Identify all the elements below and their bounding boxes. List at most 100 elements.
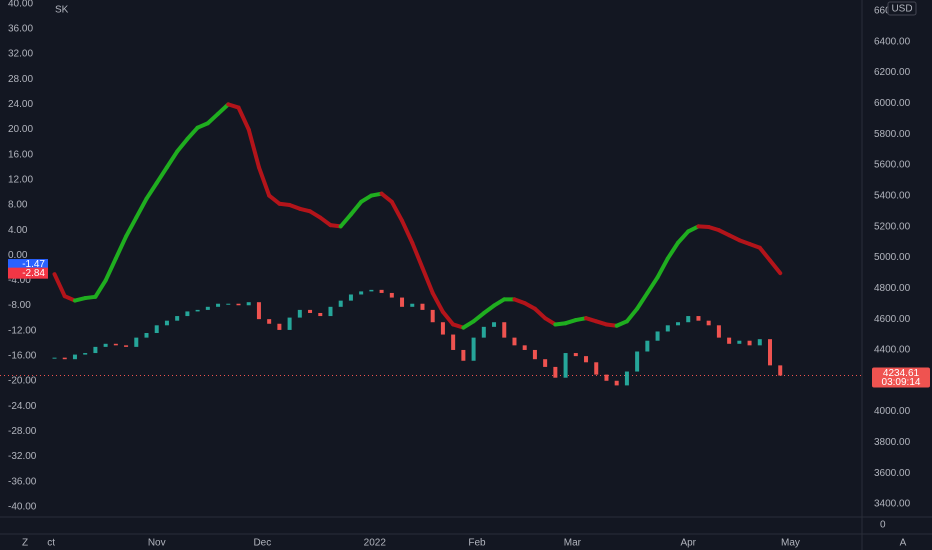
time-tick-label: May bbox=[781, 538, 800, 549]
left-tick-label: -36.00 bbox=[8, 476, 37, 487]
left-tick-label: 28.00 bbox=[8, 74, 33, 85]
candle-body bbox=[471, 337, 476, 361]
left-tick-label: 16.00 bbox=[8, 149, 33, 160]
candle-body bbox=[716, 325, 721, 338]
candle-body bbox=[277, 323, 282, 330]
candle-body bbox=[430, 309, 435, 323]
scale-button[interactable]: Z bbox=[22, 538, 28, 549]
candle-body bbox=[420, 303, 425, 310]
candle-body bbox=[522, 345, 527, 350]
left-tick-label: 8.00 bbox=[8, 200, 28, 211]
candle-body bbox=[256, 302, 261, 320]
left-tick-label: 12.00 bbox=[8, 174, 33, 185]
time-tick-label: Mar bbox=[564, 538, 582, 549]
left-tick-label: -20.00 bbox=[8, 376, 37, 387]
candle-body bbox=[338, 300, 343, 307]
indicator-segment bbox=[635, 291, 650, 311]
scale-button[interactable]: A bbox=[900, 538, 907, 549]
right-tick-label: 5800.00 bbox=[874, 129, 911, 140]
indicator-segment bbox=[420, 265, 435, 296]
candle-body bbox=[318, 312, 323, 317]
candle-body bbox=[297, 309, 302, 318]
candle-body bbox=[584, 356, 589, 363]
left-tick-label: -12.00 bbox=[8, 325, 37, 336]
candle-body bbox=[83, 353, 88, 355]
last-price-badge bbox=[872, 367, 930, 388]
indicator-segment bbox=[338, 212, 353, 229]
right-tick-label: 6400.00 bbox=[874, 36, 911, 47]
indicator-segment bbox=[430, 291, 445, 314]
time-tick-label: Dec bbox=[253, 538, 271, 549]
candle-body bbox=[308, 309, 313, 313]
indicator-segment bbox=[400, 218, 415, 245]
indicator-segment bbox=[205, 111, 221, 126]
time-tick-label: Nov bbox=[148, 538, 166, 549]
symbol: SK bbox=[55, 5, 69, 16]
right-tick-label: 3600.00 bbox=[874, 468, 911, 479]
candle-body bbox=[144, 333, 149, 338]
candle-body bbox=[369, 289, 374, 292]
indicator-segment bbox=[93, 278, 108, 299]
indicator-segment bbox=[236, 105, 251, 132]
candle-body bbox=[379, 289, 384, 293]
candle-body bbox=[328, 306, 333, 317]
indicator-segment bbox=[645, 275, 660, 296]
indicator-segment bbox=[256, 165, 272, 198]
right-tick-label: 4600.00 bbox=[874, 314, 911, 325]
candle-body bbox=[410, 303, 415, 307]
indicator-segment bbox=[410, 240, 425, 270]
candle-body bbox=[553, 366, 558, 378]
indicator-segment bbox=[624, 306, 640, 324]
countdown: 03:09:14 bbox=[882, 377, 921, 388]
candle-body bbox=[614, 380, 619, 386]
lower-pane-tick: 0 bbox=[880, 520, 886, 531]
left-tick-label: -28.00 bbox=[8, 426, 37, 437]
indicator-segment bbox=[389, 199, 405, 223]
candle-body bbox=[451, 334, 456, 350]
right-tick-label: 3800.00 bbox=[874, 437, 911, 448]
candle-body bbox=[113, 343, 118, 346]
candle-body bbox=[348, 294, 353, 301]
candle-body bbox=[727, 337, 732, 344]
left-tick-label: -40.00 bbox=[8, 501, 37, 512]
candle-body bbox=[635, 351, 640, 372]
time-tick-label: ct bbox=[47, 538, 55, 549]
indicator-segment bbox=[768, 258, 783, 276]
indicator-segment bbox=[318, 215, 333, 228]
candle-body bbox=[747, 340, 752, 346]
candle-body bbox=[389, 292, 394, 298]
time-tick-label: 2022 bbox=[364, 538, 387, 549]
indicator-segment bbox=[175, 136, 190, 154]
candle-body bbox=[124, 345, 129, 347]
right-tick-label: 6000.00 bbox=[874, 98, 911, 109]
candle-body bbox=[563, 353, 568, 378]
candle-body bbox=[604, 374, 609, 381]
candle-body bbox=[359, 291, 364, 295]
left-tick-label: -24.00 bbox=[8, 401, 37, 412]
indicator-segment bbox=[246, 127, 261, 170]
candle-body bbox=[62, 357, 67, 360]
indicator-segment bbox=[532, 306, 548, 321]
right-tick-label: 4000.00 bbox=[874, 406, 911, 417]
indicator-segment bbox=[481, 303, 497, 316]
candle-body bbox=[205, 306, 210, 310]
candle-body bbox=[706, 320, 711, 326]
left-tick-label: -16.00 bbox=[8, 351, 37, 362]
candle-body bbox=[481, 326, 486, 338]
indicator-value-label: -2.84 bbox=[22, 268, 45, 279]
indicator-segment bbox=[144, 180, 159, 201]
right-tick-label: 3400.00 bbox=[874, 499, 911, 510]
candle-body bbox=[624, 371, 629, 386]
indicator-segment bbox=[471, 311, 486, 324]
left-tick-label: -32.00 bbox=[8, 451, 37, 462]
indicator-segment bbox=[52, 272, 67, 299]
candle-body bbox=[757, 339, 762, 346]
candle-body bbox=[440, 322, 445, 335]
candle-body bbox=[93, 346, 98, 354]
candle-body bbox=[185, 311, 190, 317]
candle-body bbox=[400, 297, 405, 307]
candle-body bbox=[686, 316, 691, 323]
indicator-segment bbox=[379, 191, 394, 204]
